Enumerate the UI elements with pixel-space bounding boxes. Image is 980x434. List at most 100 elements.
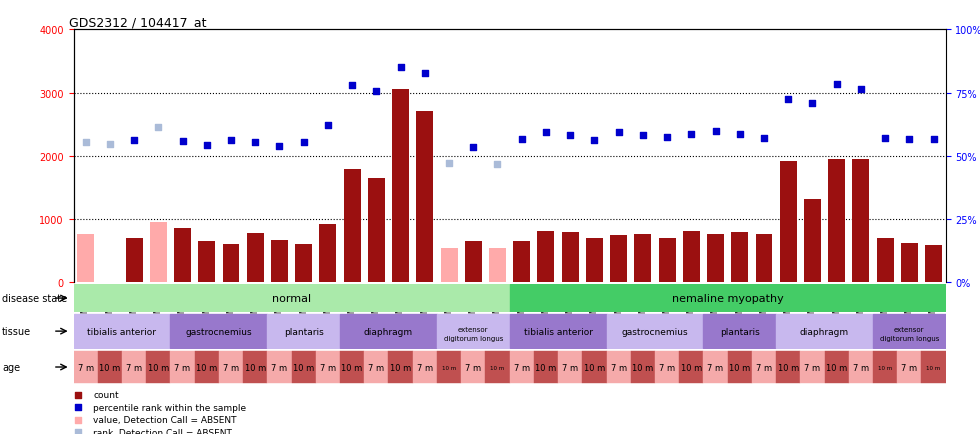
Point: [271, 143, 287, 150]
Point: [77, 139, 93, 146]
Point: [126, 137, 142, 144]
Bar: [534, 351, 558, 383]
Point: [247, 139, 263, 146]
Text: age: age: [2, 362, 20, 372]
Text: 10 m: 10 m: [584, 363, 605, 372]
Text: 7 m: 7 m: [466, 363, 481, 372]
Bar: [340, 351, 365, 383]
Bar: [776, 314, 873, 349]
Bar: [510, 351, 534, 383]
Point: [344, 82, 360, 89]
Text: plantaris: plantaris: [720, 327, 760, 336]
Point: [635, 133, 651, 140]
Bar: [704, 351, 727, 383]
Point: [70, 416, 85, 423]
Text: tissue: tissue: [2, 326, 31, 336]
Text: 7 m: 7 m: [416, 363, 433, 372]
Point: [296, 139, 312, 146]
Bar: [416, 112, 433, 282]
Bar: [171, 314, 268, 349]
Bar: [462, 351, 485, 383]
Bar: [727, 351, 752, 383]
Bar: [631, 351, 655, 383]
Bar: [146, 351, 171, 383]
Text: 10 m: 10 m: [729, 363, 751, 372]
Text: 10 m: 10 m: [681, 363, 702, 372]
Point: [199, 142, 215, 149]
Text: 7 m: 7 m: [853, 363, 869, 372]
Bar: [849, 351, 873, 383]
Bar: [247, 233, 264, 282]
Text: digitorum longus: digitorum longus: [444, 335, 503, 342]
Bar: [465, 242, 482, 282]
Text: 10 m: 10 m: [878, 365, 892, 370]
Point: [926, 136, 942, 143]
Text: extensor: extensor: [894, 326, 924, 332]
Point: [538, 129, 554, 136]
Text: 10 m: 10 m: [535, 363, 557, 372]
Text: 7 m: 7 m: [708, 363, 723, 372]
Bar: [804, 200, 821, 282]
Text: 10 m: 10 m: [196, 363, 218, 372]
Point: [660, 134, 675, 141]
Bar: [388, 351, 413, 383]
Point: [902, 136, 917, 143]
Text: 7 m: 7 m: [174, 363, 190, 372]
Text: 7 m: 7 m: [805, 363, 820, 372]
Bar: [270, 240, 288, 282]
Bar: [243, 351, 268, 383]
Bar: [921, 351, 946, 383]
Point: [757, 135, 772, 142]
Bar: [514, 242, 530, 282]
Text: 10 m: 10 m: [99, 363, 121, 372]
Bar: [582, 351, 607, 383]
Bar: [174, 229, 191, 282]
Text: 7 m: 7 m: [222, 363, 239, 372]
Bar: [195, 351, 219, 383]
Bar: [801, 351, 824, 383]
Text: gastrocnemius: gastrocnemius: [621, 327, 688, 336]
Point: [368, 89, 384, 95]
Point: [70, 429, 85, 434]
Text: 7 m: 7 m: [77, 363, 94, 372]
Bar: [150, 222, 167, 282]
Point: [441, 160, 457, 167]
Point: [877, 135, 893, 142]
Text: 10 m: 10 m: [777, 363, 799, 372]
Text: 7 m: 7 m: [514, 363, 530, 372]
Text: 10 m: 10 m: [341, 363, 363, 372]
Point: [683, 132, 699, 138]
Point: [490, 161, 506, 168]
Text: diaphragm: diaphragm: [800, 327, 849, 336]
Text: 7 m: 7 m: [319, 363, 336, 372]
Text: 10 m: 10 m: [632, 363, 654, 372]
Bar: [901, 243, 918, 282]
Text: 10 m: 10 m: [826, 363, 848, 372]
Text: normal: normal: [272, 293, 311, 303]
Bar: [607, 314, 704, 349]
Bar: [704, 314, 776, 349]
Bar: [485, 351, 510, 383]
Bar: [537, 232, 555, 282]
Point: [466, 144, 481, 151]
Text: count: count: [93, 390, 119, 399]
Bar: [413, 351, 437, 383]
Bar: [437, 351, 462, 383]
Bar: [510, 284, 946, 312]
Text: nemaline myopathy: nemaline myopathy: [671, 293, 784, 303]
Text: GDS2312 / 104417_at: GDS2312 / 104417_at: [70, 16, 207, 29]
Text: 7 m: 7 m: [271, 363, 287, 372]
Text: disease state: disease state: [2, 293, 67, 303]
Bar: [392, 89, 409, 282]
Bar: [292, 351, 316, 383]
Bar: [295, 244, 313, 282]
Bar: [268, 314, 340, 349]
Point: [70, 391, 85, 398]
Text: 7 m: 7 m: [756, 363, 772, 372]
Point: [70, 404, 85, 411]
Bar: [655, 351, 679, 383]
Point: [223, 138, 239, 145]
Bar: [441, 249, 458, 282]
Point: [320, 122, 336, 129]
Bar: [611, 236, 627, 282]
